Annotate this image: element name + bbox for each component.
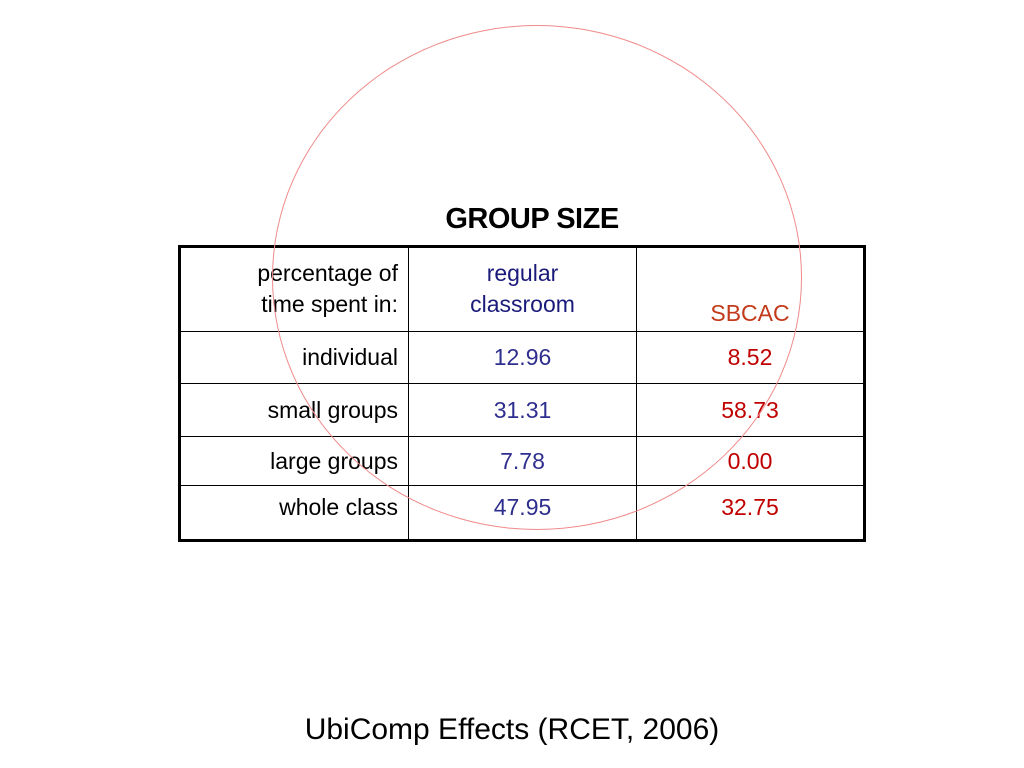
sbcac-value: 0.00 [636, 436, 865, 486]
group-size-table: percentage of time spent in: regular cla… [178, 245, 866, 542]
row-label: small groups [179, 383, 409, 437]
sbcac-value: 58.73 [636, 383, 865, 437]
header-label-line1: percentage of [257, 260, 398, 286]
table-row: small groups 31.31 58.73 [179, 383, 865, 437]
row-label: large groups [179, 436, 409, 486]
regular-value: 31.31 [408, 383, 637, 437]
regular-value: 7.78 [408, 436, 637, 486]
slide-footer-citation: UbiComp Effects (RCET, 2006) [304, 713, 720, 746]
header-regular-line1: regular [486, 260, 559, 286]
table-row: whole class 47.95 32.75 [179, 485, 865, 541]
regular-value: 47.95 [408, 485, 637, 541]
table-row: individual 12.96 8.52 [179, 331, 865, 384]
header-regular-classroom: regular classroom [408, 246, 637, 332]
slide-title: GROUP SIZE [445, 203, 619, 235]
sbcac-value: 8.52 [636, 331, 865, 384]
row-label: individual [179, 331, 409, 384]
row-label: whole class [179, 485, 409, 541]
header-regular-line2: classroom [470, 291, 575, 317]
sbcac-value: 32.75 [636, 485, 865, 541]
regular-value: 12.96 [408, 331, 637, 384]
table-header-row: percentage of time spent in: regular cla… [179, 246, 865, 332]
table-row: large groups 7.78 0.00 [179, 436, 865, 486]
header-label-line2: time spent in: [261, 291, 398, 317]
header-label-cell: percentage of time spent in: [179, 246, 409, 332]
header-sbcac: SBCAC [636, 246, 865, 332]
